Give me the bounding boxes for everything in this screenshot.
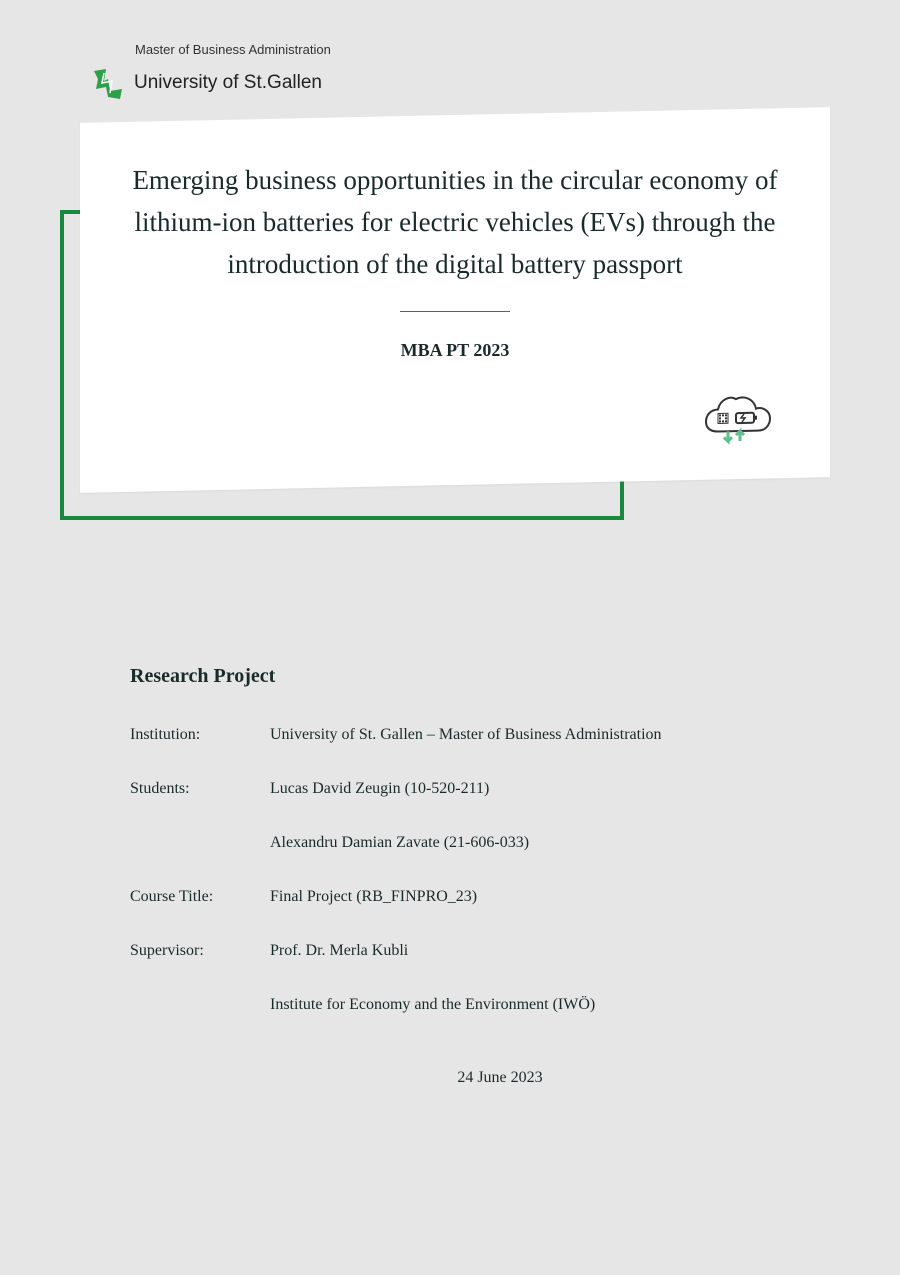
details-section: Research Project Institution: University… <box>130 665 780 1087</box>
detail-value: Prof. Dr. Merla Kubli Institute for Econ… <box>270 942 780 1014</box>
main-title: Emerging business opportunities in the c… <box>130 160 780 286</box>
supervisor-name: Prof. Dr. Merla Kubli <box>270 942 780 960</box>
cloud-battery-icon <box>700 388 775 445</box>
logo-row: University of St.Gallen <box>90 65 331 101</box>
title-divider <box>400 311 510 312</box>
detail-value: University of St. Gallen – Master of Bus… <box>270 726 780 744</box>
student-1: Lucas David Zeugin (10-520-211) <box>270 780 780 798</box>
student-2: Alexandru Damian Zavate (21-606-033) <box>270 834 780 852</box>
university-logo-icon <box>90 65 126 101</box>
program-label: Master of Business Administration <box>135 42 331 57</box>
section-title: Research Project <box>130 665 780 688</box>
detail-row-supervisor: Supervisor: Prof. Dr. Merla Kubli Instit… <box>130 942 780 1014</box>
detail-value: Final Project (RB_FINPRO_23) <box>270 888 780 906</box>
detail-row-course: Course Title: Final Project (RB_FINPRO_2… <box>130 888 780 906</box>
detail-label: Institution: <box>130 726 270 744</box>
header: Master of Business Administration Univer… <box>90 42 331 101</box>
detail-row-students: Students: Lucas David Zeugin (10-520-211… <box>130 780 780 852</box>
supervisor-institute: Institute for Economy and the Environmen… <box>270 996 780 1014</box>
detail-label: Students: <box>130 780 270 852</box>
detail-label: Course Title: <box>130 888 270 906</box>
detail-label: Supervisor: <box>130 942 270 1014</box>
title-card: Emerging business opportunities in the c… <box>80 107 830 493</box>
date: 24 June 2023 <box>220 1069 780 1087</box>
detail-row-institution: Institution: University of St. Gallen – … <box>130 726 780 744</box>
university-name: University of St.Gallen <box>134 72 322 94</box>
subtitle: MBA PT 2023 <box>130 340 780 361</box>
detail-value: Lucas David Zeugin (10-520-211) Alexandr… <box>270 780 780 852</box>
